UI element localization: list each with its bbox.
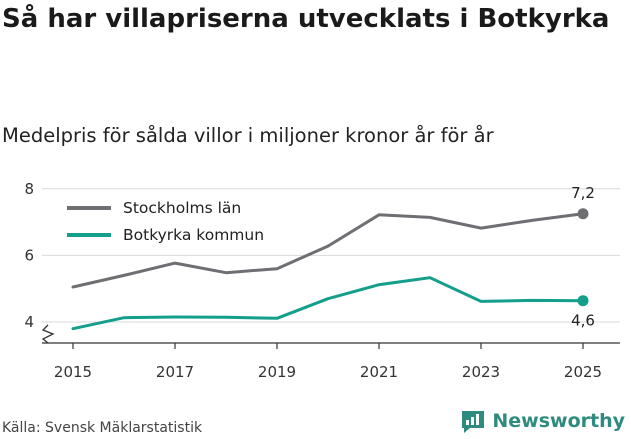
- y-tick-label: 4: [24, 313, 34, 331]
- axis-break-icon: [41, 324, 55, 344]
- series-end-dot-0: [577, 208, 589, 220]
- x-axis: 2015 2017 2019 2021 2023 2025: [41, 324, 620, 381]
- x-tick-label: 2025: [564, 363, 602, 381]
- chart-subtitle: Medelpris för sålda villor i miljoner kr…: [2, 124, 494, 147]
- series-line-0: [71, 212, 585, 289]
- source-note: Källa: Svensk Mäklarstatistik: [2, 420, 203, 436]
- brand-name: Newsworthy: [492, 410, 625, 432]
- x-tick-label: 2021: [360, 363, 398, 381]
- series-end-dot-1: [577, 295, 589, 307]
- x-tick-label: 2017: [156, 363, 194, 381]
- brand-logo: Newsworthy: [460, 408, 625, 434]
- legend: Stockholms län Botkyrka kommun: [67, 199, 264, 244]
- newsworthy-logo-icon: [462, 411, 485, 433]
- series-group: 7,2 4,6: [71, 184, 595, 331]
- series-line-1: [71, 276, 585, 331]
- chart-title: Så har villapriserna utvecklats i Botkyr…: [2, 4, 610, 34]
- legend-label-1: Botkyrka kommun: [123, 226, 264, 244]
- legend-label-0: Stockholms län: [123, 199, 241, 217]
- x-tick-label: 2015: [54, 363, 92, 381]
- y-tick-label: 8: [24, 180, 34, 198]
- y-axis: 4 6 8: [24, 180, 34, 331]
- x-tick-label: 2019: [258, 363, 296, 381]
- series-end-label-0: 7,2: [571, 184, 595, 202]
- x-tick-label: 2023: [462, 363, 500, 381]
- series-end-label-1: 4,6: [571, 312, 595, 330]
- line-chart: 4 6 8 2015 2017 2019 2021 2023 2025 7,2 4,6 Stoc…: [24, 180, 620, 381]
- grid-lines: [42, 188, 620, 323]
- y-tick-label: 6: [24, 246, 34, 264]
